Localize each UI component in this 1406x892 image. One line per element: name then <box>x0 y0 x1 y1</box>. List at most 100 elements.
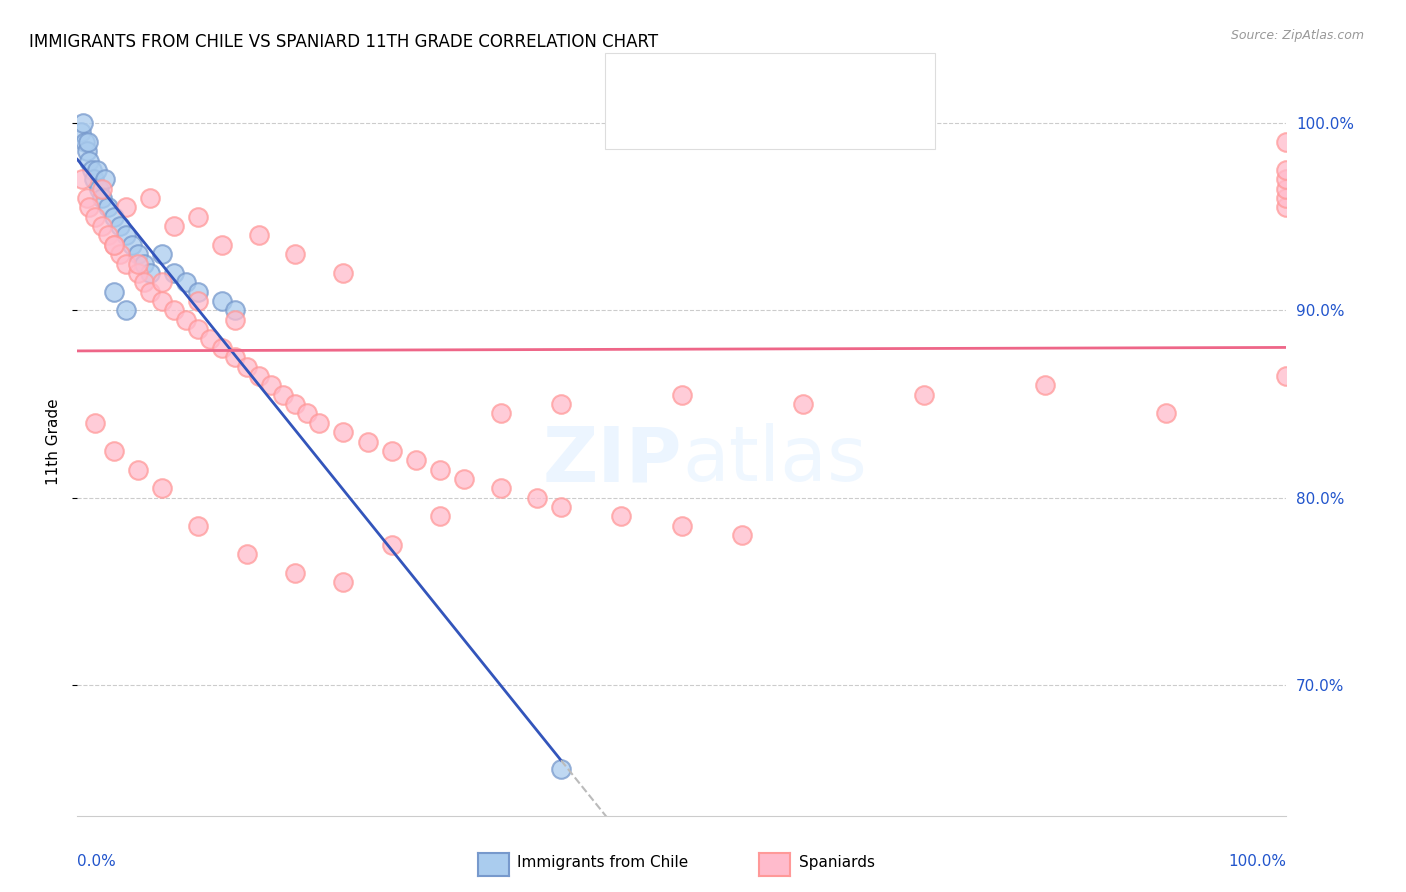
Point <box>381 537 404 551</box>
Point <box>114 257 136 271</box>
Point <box>187 519 209 533</box>
Point <box>1275 162 1298 177</box>
Point <box>187 322 209 336</box>
Point <box>1275 135 1298 149</box>
Point <box>83 172 105 186</box>
Point <box>77 135 100 149</box>
Text: 100.0%: 100.0% <box>1229 854 1286 869</box>
Point <box>731 528 754 542</box>
Point <box>356 434 378 449</box>
Text: R =: R = <box>658 111 695 128</box>
Point <box>114 228 136 243</box>
Text: R =: R = <box>658 73 695 91</box>
Point <box>139 191 162 205</box>
Point <box>1154 407 1177 421</box>
Point <box>150 247 173 261</box>
Point <box>332 266 354 280</box>
Point <box>550 397 572 411</box>
Point <box>103 238 125 252</box>
Point <box>260 378 283 392</box>
Text: ZIP: ZIP <box>543 424 682 497</box>
Point <box>103 285 125 299</box>
Point <box>139 266 162 280</box>
Point <box>247 228 270 243</box>
Text: Immigrants from Chile: Immigrants from Chile <box>517 855 689 870</box>
Point <box>90 181 112 195</box>
Text: 29: 29 <box>796 73 820 91</box>
Point <box>224 303 246 318</box>
Point <box>96 201 118 215</box>
Point <box>87 181 110 195</box>
Point <box>489 482 512 496</box>
Point <box>332 425 354 439</box>
Point <box>187 285 209 299</box>
Point <box>671 387 693 401</box>
Point <box>211 341 233 355</box>
Point <box>127 257 149 271</box>
Point <box>150 275 173 289</box>
Point <box>224 351 246 365</box>
Point <box>114 201 136 215</box>
Point <box>284 566 307 580</box>
Point <box>94 172 117 186</box>
Point <box>103 210 125 224</box>
Point <box>114 303 136 318</box>
Point <box>1275 191 1298 205</box>
Point <box>90 191 112 205</box>
Point <box>163 266 186 280</box>
Point <box>127 463 149 477</box>
Point <box>127 247 149 261</box>
Point <box>381 443 404 458</box>
Point <box>174 275 197 289</box>
Point <box>224 312 246 326</box>
Text: IMMIGRANTS FROM CHILE VS SPANIARD 11TH GRADE CORRELATION CHART: IMMIGRANTS FROM CHILE VS SPANIARD 11TH G… <box>30 34 658 52</box>
Point <box>163 303 186 318</box>
Point <box>139 285 162 299</box>
Point <box>211 238 233 252</box>
Y-axis label: 11th Grade: 11th Grade <box>45 398 60 485</box>
Point <box>332 574 354 589</box>
Point <box>1275 369 1298 384</box>
Text: 76: 76 <box>796 111 818 128</box>
Point <box>489 407 512 421</box>
Point <box>295 407 318 421</box>
Point <box>247 369 270 384</box>
Text: atlas: atlas <box>682 424 866 497</box>
Point <box>211 293 233 308</box>
Point <box>150 482 173 496</box>
Text: -0.640: -0.640 <box>693 73 752 91</box>
Point <box>284 397 307 411</box>
Text: 0.0%: 0.0% <box>77 854 117 869</box>
Point <box>76 144 98 159</box>
Point <box>103 238 125 252</box>
Text: Spaniards: Spaniards <box>799 855 875 870</box>
Point <box>1275 201 1298 215</box>
Point <box>132 257 155 271</box>
Point <box>96 228 118 243</box>
Point <box>235 547 257 561</box>
Point <box>671 519 693 533</box>
Point <box>1033 378 1056 392</box>
Point <box>84 210 107 224</box>
Point <box>108 219 131 234</box>
Text: N =: N = <box>763 111 800 128</box>
Point <box>271 387 294 401</box>
Point <box>163 219 186 234</box>
Point <box>550 500 572 515</box>
Point <box>79 153 101 168</box>
Point <box>150 293 173 308</box>
Point <box>453 472 475 486</box>
Point <box>1275 172 1298 186</box>
Point <box>912 387 935 401</box>
Point <box>72 116 94 130</box>
Point <box>108 247 131 261</box>
Point <box>84 416 107 430</box>
Point <box>103 443 125 458</box>
Point <box>526 491 548 505</box>
Point <box>235 359 257 374</box>
Point <box>80 162 103 177</box>
Point <box>86 162 108 177</box>
Point <box>174 312 197 326</box>
Point <box>200 332 222 346</box>
Point <box>792 397 814 411</box>
